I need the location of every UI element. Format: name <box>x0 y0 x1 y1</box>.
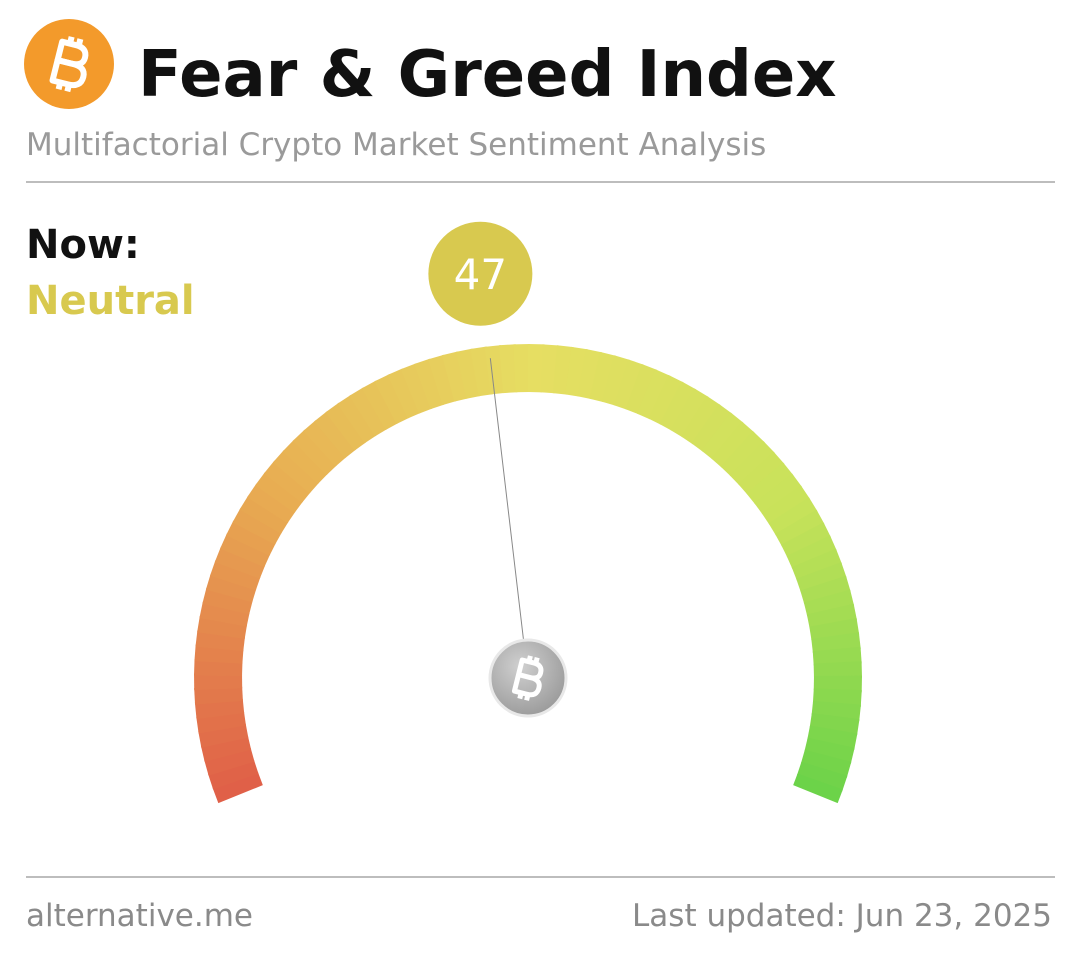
arc-segment <box>804 737 855 764</box>
arc-segment <box>202 587 253 615</box>
arc-segment <box>796 761 848 792</box>
arc-segment <box>711 421 755 468</box>
arc-segment <box>636 369 671 420</box>
arc-segment <box>803 589 855 617</box>
arc-segment <box>775 509 825 547</box>
title: Fear & Greed Index <box>138 38 837 112</box>
arc-segment <box>528 344 545 393</box>
source: alternative.me <box>26 898 253 934</box>
arc-segment <box>349 387 388 437</box>
arc-segment <box>205 573 257 603</box>
arc-segment <box>625 363 658 415</box>
arc-segment <box>272 449 320 494</box>
arc-segment <box>314 411 357 459</box>
arc-segment <box>255 471 303 513</box>
arc-segment <box>670 388 709 438</box>
arc-segment <box>400 363 433 414</box>
arc-segment <box>361 380 399 430</box>
classification: Neutral <box>26 278 195 324</box>
hub-icon <box>511 655 544 701</box>
arc-segment <box>263 460 311 503</box>
arc-segment <box>414 358 445 410</box>
last-updated: Last updated: Jun 23, 2025 <box>632 898 1052 934</box>
arc-segment <box>565 346 588 397</box>
arc-segment <box>809 713 860 736</box>
arc-segment <box>746 462 794 505</box>
arc-segment <box>807 725 858 750</box>
arc-segment <box>754 473 803 515</box>
arc-segment <box>210 560 261 591</box>
arc-segment <box>577 349 603 400</box>
arc-segment <box>441 351 469 402</box>
arc-segment <box>720 431 765 477</box>
arc-segment <box>282 439 328 485</box>
value-label: 47 <box>454 250 507 299</box>
arc-segment <box>761 485 811 525</box>
arc-segment <box>793 773 843 804</box>
arc-segment <box>701 412 744 460</box>
arc-segment <box>513 344 531 393</box>
arc-segment <box>220 533 271 568</box>
arc-segment <box>613 359 644 410</box>
arc-segment <box>194 658 243 677</box>
arc-segment <box>226 520 276 556</box>
arc-segment <box>212 771 263 804</box>
now-label: Now: <box>26 222 140 268</box>
arc-segment <box>200 735 252 762</box>
arc-segment <box>800 575 851 605</box>
arc-segment <box>791 548 842 581</box>
arc-segment <box>796 562 847 593</box>
arc-segment <box>786 535 837 569</box>
arc-segment <box>499 344 518 394</box>
arc-segment <box>325 402 367 451</box>
arc-segment <box>194 698 245 720</box>
arc-segment <box>247 483 296 524</box>
arc-segment <box>648 375 684 425</box>
arc-segment <box>427 354 457 406</box>
arc-segment <box>337 394 377 444</box>
arc-segment <box>387 368 421 419</box>
arc-segment <box>738 451 785 495</box>
arc-segment <box>768 497 818 536</box>
arc-segment <box>194 686 243 705</box>
hub-icon-path <box>511 655 544 701</box>
arc-segment <box>374 374 410 425</box>
arc-segment <box>204 747 255 776</box>
arc-segment <box>691 403 733 452</box>
arc-segment <box>601 355 631 406</box>
subtitle: Multifactorial Crypto Market Sentiment A… <box>26 127 766 163</box>
arc-segment <box>589 351 617 403</box>
arc-segment <box>484 345 506 395</box>
value-bubble <box>428 221 533 326</box>
arc-segment <box>208 759 259 790</box>
logo <box>24 19 114 109</box>
gauge-arc <box>194 344 862 804</box>
arc-segment <box>214 546 266 579</box>
arc-segment <box>197 615 247 639</box>
arc-segment <box>239 495 289 534</box>
arc-segment <box>194 673 243 691</box>
arc-segment <box>800 749 852 778</box>
arc-segment <box>813 661 862 678</box>
arc-segment <box>681 395 721 445</box>
arc-segment <box>199 601 250 627</box>
arc-segment <box>812 646 862 666</box>
arc-segment <box>292 429 337 476</box>
arc-segment <box>303 420 347 467</box>
arc-segment <box>813 675 862 693</box>
arc-segment <box>232 507 282 545</box>
arc-segment <box>781 522 831 558</box>
arc-segment <box>659 381 697 431</box>
arc-segment <box>729 441 775 486</box>
